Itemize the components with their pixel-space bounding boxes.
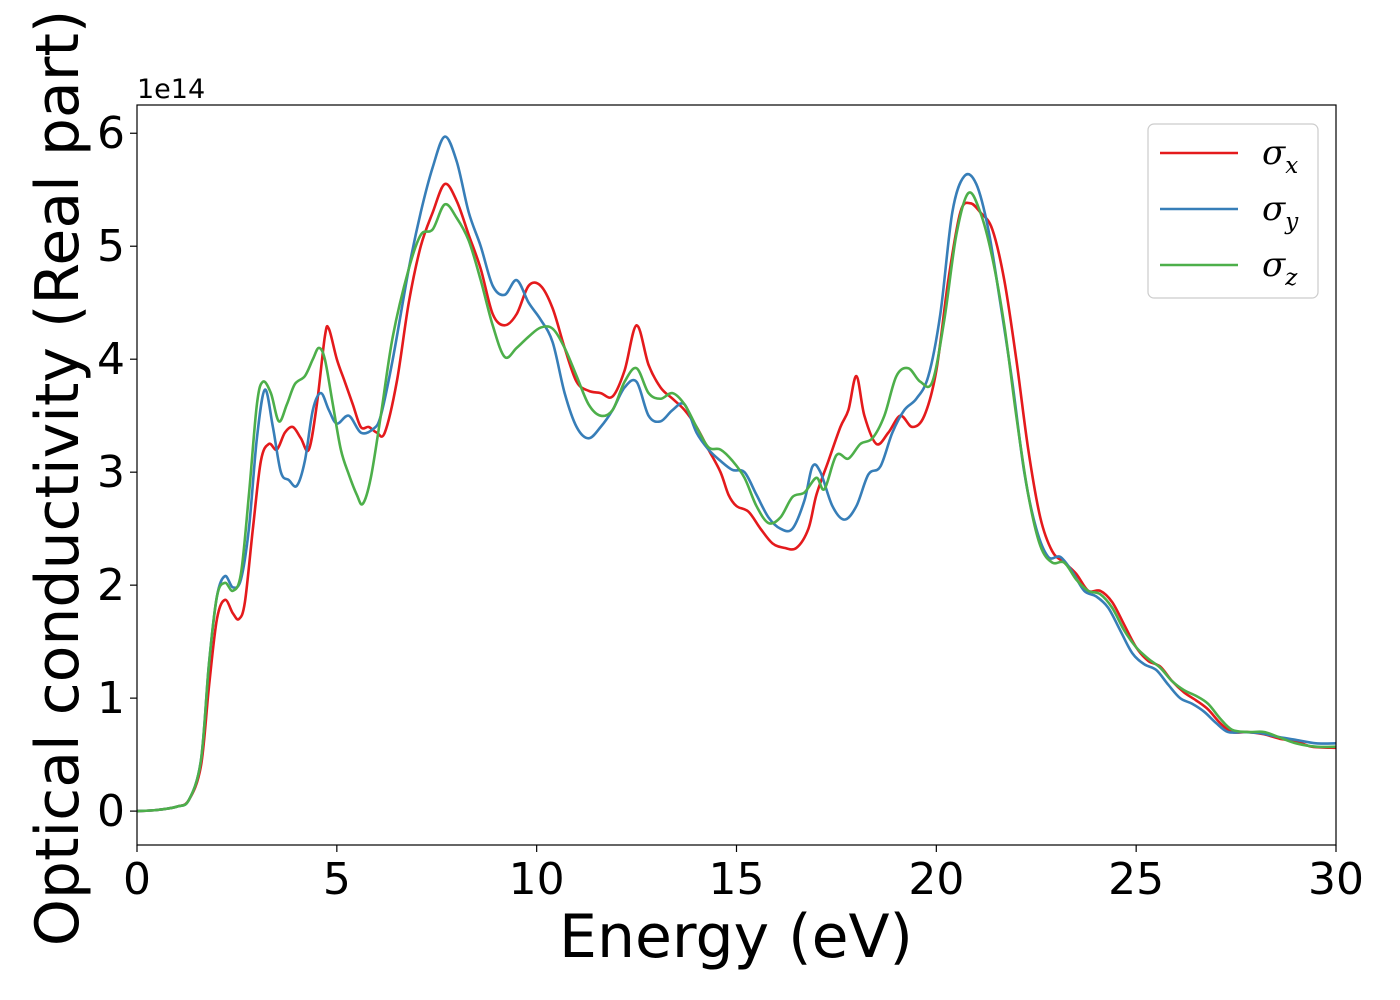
legend-label-y: σy xyxy=(1262,189,1299,235)
series-line-y xyxy=(136,135,1337,813)
y-axis-title: Optical conductivity (Real part) xyxy=(23,10,93,947)
y-axis: 0 1 2 3 4 5 6 xyxy=(97,108,137,837)
x-tick-label: 10 xyxy=(509,854,565,905)
legend-label-z: σz xyxy=(1262,245,1298,291)
x-axis: 0 5 10 15 20 25 30 xyxy=(123,845,1364,905)
x-tick-label: 20 xyxy=(908,854,964,905)
y-tick-label: 4 xyxy=(97,334,125,385)
y-tick-label: 6 xyxy=(97,108,125,159)
legend-label-x: σx xyxy=(1262,133,1298,179)
series-layer xyxy=(136,135,1337,813)
legend-frame xyxy=(1147,123,1319,299)
x-tick-label: 0 xyxy=(123,854,151,905)
y-offset-label: 1e14 xyxy=(137,74,205,105)
y-tick-label: 5 xyxy=(97,221,125,272)
series-line-z xyxy=(136,191,1337,813)
x-tick-label: 15 xyxy=(709,854,765,905)
x-tick-label: 30 xyxy=(1308,854,1364,905)
x-tick-label: 5 xyxy=(323,854,351,905)
x-tick-label: 25 xyxy=(1108,854,1164,905)
x-axis-title: Energy (eV) xyxy=(559,902,913,972)
y-tick-label: 2 xyxy=(97,560,125,611)
legend: σx σy σz xyxy=(1147,123,1319,299)
y-tick-label: 0 xyxy=(97,786,125,837)
y-tick-label: 3 xyxy=(97,447,125,498)
y-tick-label: 1 xyxy=(97,673,125,724)
